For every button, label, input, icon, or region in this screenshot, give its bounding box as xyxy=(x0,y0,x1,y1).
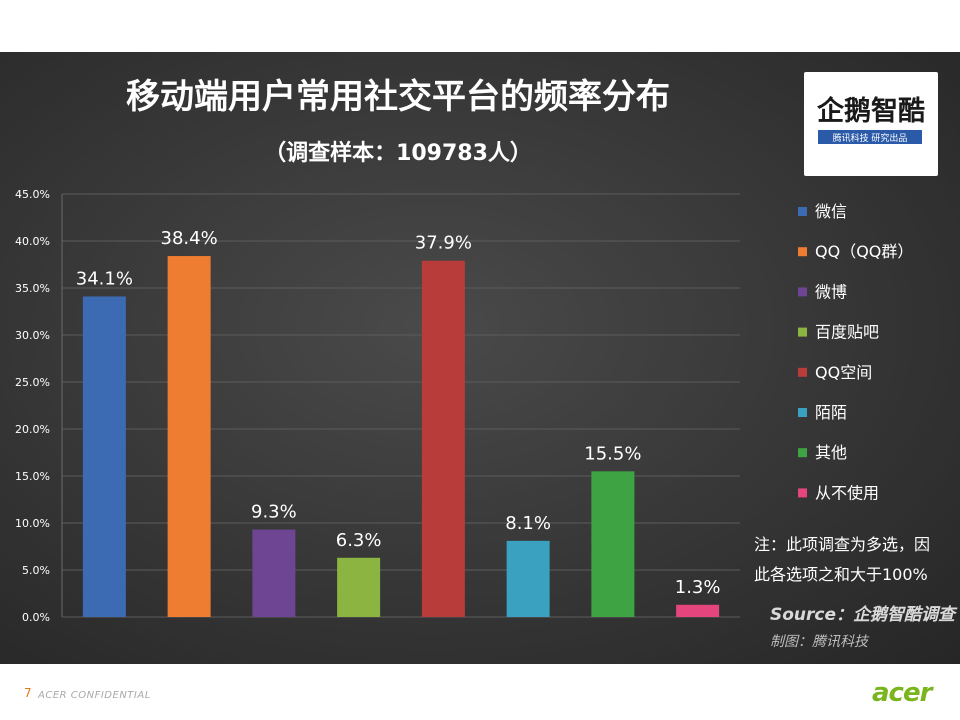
acer-logo: acer xyxy=(872,678,932,708)
legend-label: 陌陌 xyxy=(815,403,847,422)
y-tick-label: 5.0% xyxy=(22,564,50,577)
legend-swatch xyxy=(798,367,807,377)
y-tick-label: 45.0% xyxy=(15,188,50,201)
chart-title: 移动端用户常用社交平台的频率分布 xyxy=(126,77,670,117)
y-tick-label: 0.0% xyxy=(22,611,50,624)
data-label: 37.9% xyxy=(415,233,472,254)
y-tick-label: 40.0% xyxy=(15,235,50,248)
source-line-2: 制图：腾讯科技 xyxy=(770,634,870,650)
source-line-1: Source：企鹅智酷调查 xyxy=(770,605,958,625)
legend-swatch xyxy=(798,448,807,458)
bar-2 xyxy=(252,529,296,617)
legend-swatch xyxy=(798,488,807,498)
bar-5 xyxy=(506,540,550,617)
bar-7 xyxy=(676,604,720,617)
legend-label: 百度贴吧 xyxy=(815,323,879,342)
legend-swatch xyxy=(798,408,807,417)
bars: 34.1% 38.4% 9.3% 6.3% 37.9% 8.1% 15.5% 1.3% xyxy=(76,228,721,617)
y-tick-label: 20.0% xyxy=(15,423,50,436)
legend-swatch xyxy=(798,327,807,337)
data-label: 38.4% xyxy=(161,228,218,249)
chart-panel: 移动端用户常用社交平台的频率分布 （调查样本：109783人） 0.0% 5.0%… xyxy=(0,52,960,664)
data-label: 34.1% xyxy=(76,268,133,289)
data-label: 6.3% xyxy=(336,530,382,551)
data-label: 9.3% xyxy=(251,502,297,523)
bar-0 xyxy=(82,296,126,617)
legend-label: 从不使用 xyxy=(815,483,879,502)
data-label: 8.1% xyxy=(505,513,551,534)
legend-swatch xyxy=(798,287,807,297)
bar-3 xyxy=(337,557,381,617)
qie-zhiku-logo: 企鹅智酷 腾讯科技 研究出品 xyxy=(804,72,938,176)
legend-label: QQ空间 xyxy=(815,363,872,382)
data-label: 1.3% xyxy=(675,577,721,598)
legend-label: 其他 xyxy=(815,443,847,462)
bar-4 xyxy=(421,260,465,617)
legend-swatch xyxy=(798,247,807,257)
y-tick-label: 30.0% xyxy=(15,329,50,342)
chart-subtitle: （调查样本：109783人） xyxy=(264,140,532,166)
legend-label: QQ（QQ群） xyxy=(815,242,913,261)
note-line-2: 此各选项之和大于100% xyxy=(754,565,928,584)
confidential-label: ACER CONFIDENTIAL xyxy=(38,690,151,701)
logo-tagline: 腾讯科技 研究出品 xyxy=(833,132,908,144)
logo-name: 企鹅智酷 xyxy=(817,95,925,127)
y-tick-label: 25.0% xyxy=(15,376,50,389)
y-tick-label: 15.0% xyxy=(15,470,50,483)
y-tick-label: 10.0% xyxy=(15,517,50,530)
legend-label: 微信 xyxy=(815,202,847,221)
legend-swatch xyxy=(798,207,807,216)
legend-label: 微博 xyxy=(815,282,847,301)
note-line-1: 注：此项调查为多选，因 xyxy=(754,535,930,554)
bar-1 xyxy=(167,256,211,617)
slide-number: 7 xyxy=(24,686,32,700)
bar-chart: 移动端用户常用社交平台的频率分布 （调查样本：109783人） 0.0% 5.0%… xyxy=(15,72,958,650)
y-tick-label: 35.0% xyxy=(15,282,50,295)
bar-6 xyxy=(591,471,635,617)
data-label: 15.5% xyxy=(584,443,641,464)
